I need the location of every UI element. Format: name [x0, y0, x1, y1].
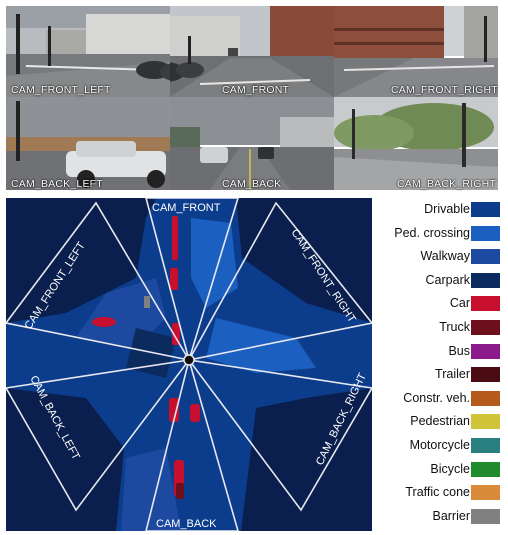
legend-item: Bus [376, 342, 504, 362]
camera-image-front [170, 6, 334, 97]
legend-item: Pedestrian [376, 412, 504, 432]
legend-item: Truck [376, 318, 504, 338]
legend-label: Barrier [432, 508, 470, 523]
legend-swatch [471, 367, 500, 383]
legend-swatch [471, 225, 500, 241]
class-legend: Drivable Ped. crossing Walkway Carpark Car Tr… [376, 198, 504, 531]
legend-label: Pedestrian [410, 414, 470, 429]
car-blob [172, 323, 180, 345]
barrier-blob [144, 296, 150, 308]
legend-swatch [471, 414, 500, 430]
camera-image-back-left [6, 97, 170, 190]
legend-label: Bus [448, 343, 470, 358]
legend-label: Motorcycle [409, 438, 470, 452]
legend-label: Car [449, 296, 470, 311]
legend-item: Drivable [376, 200, 504, 220]
bev-label-back: CAM_BACK [156, 518, 217, 530]
legend-item: Motorcycle [376, 436, 504, 456]
legend-label: Trailer [435, 367, 470, 382]
frustum-back-right [187, 358, 372, 512]
camera-image-front-left [6, 6, 170, 97]
birds-eye-view-map: CAM_FRONT CAM_FRONT_LEFT CAM_FRONT_RIGHT… [6, 198, 372, 531]
legend-item: Car [376, 294, 504, 314]
legend-item: Trailer [376, 365, 504, 385]
legend-label: Carpark [425, 272, 470, 287]
camera-label-back-left: CAM_BACK_LEFT [11, 178, 103, 190]
legend-label: Truck [439, 320, 470, 334]
truck-blob [176, 483, 184, 499]
legend-swatch [471, 296, 500, 312]
legend-swatch [471, 272, 500, 288]
legend-swatch [471, 249, 500, 265]
walkway-region [121, 448, 181, 531]
car-blob [92, 317, 116, 327]
frustum-back [145, 356, 239, 531]
bev-label-front: CAM_FRONT [152, 202, 221, 214]
legend-swatch [471, 390, 500, 406]
camera-label-back: CAM_BACK [222, 178, 282, 190]
car-blob [169, 398, 179, 422]
legend-label: Drivable [424, 202, 470, 216]
legend-item: Ped. crossing [376, 224, 504, 244]
legend-swatch [471, 485, 500, 501]
ped-crossing-region [191, 218, 238, 308]
legend-label: Walkway [420, 249, 470, 264]
ego-vehicle-marker [183, 354, 195, 366]
frustum-front-right [187, 201, 372, 362]
legend-swatch [471, 202, 500, 217]
frustum-front-left [6, 201, 191, 362]
legend-swatch [471, 461, 500, 477]
car-blob [170, 268, 178, 290]
car-blob [172, 216, 178, 260]
legend-swatch [471, 438, 500, 453]
camera-label-front-right: CAM_FRONT_RIGHT [391, 84, 498, 96]
legend-swatch [471, 343, 500, 359]
legend-item: Walkway [376, 247, 504, 267]
camera-frustums [6, 198, 372, 531]
legend-label: Traffic cone [405, 485, 470, 500]
legend-item: Bicycle [376, 460, 504, 480]
camera-label-front-left: CAM_FRONT_LEFT [11, 84, 111, 96]
legend-label: Constr. veh. [403, 390, 470, 405]
legend-item: Barrier [376, 507, 504, 527]
legend-item: Carpark [376, 271, 504, 291]
camera-image-back [170, 97, 334, 190]
camera-image-back-right [334, 97, 498, 190]
camera-label-back-right: CAM_BACK_RIGHT [397, 178, 497, 190]
legend-item: Constr. veh. [376, 389, 504, 409]
camera-label-front: CAM_FRONT [222, 84, 290, 96]
legend-swatch [471, 508, 500, 524]
legend-swatch [471, 320, 500, 335]
legend-label: Bicycle [430, 461, 470, 476]
legend-label: Ped. crossing [394, 225, 470, 240]
frustum-back-left [6, 358, 191, 512]
frustum-front [145, 198, 239, 363]
legend-item: Traffic cone [376, 483, 504, 503]
car-blob [190, 404, 200, 422]
camera-image-front-right [334, 6, 498, 97]
